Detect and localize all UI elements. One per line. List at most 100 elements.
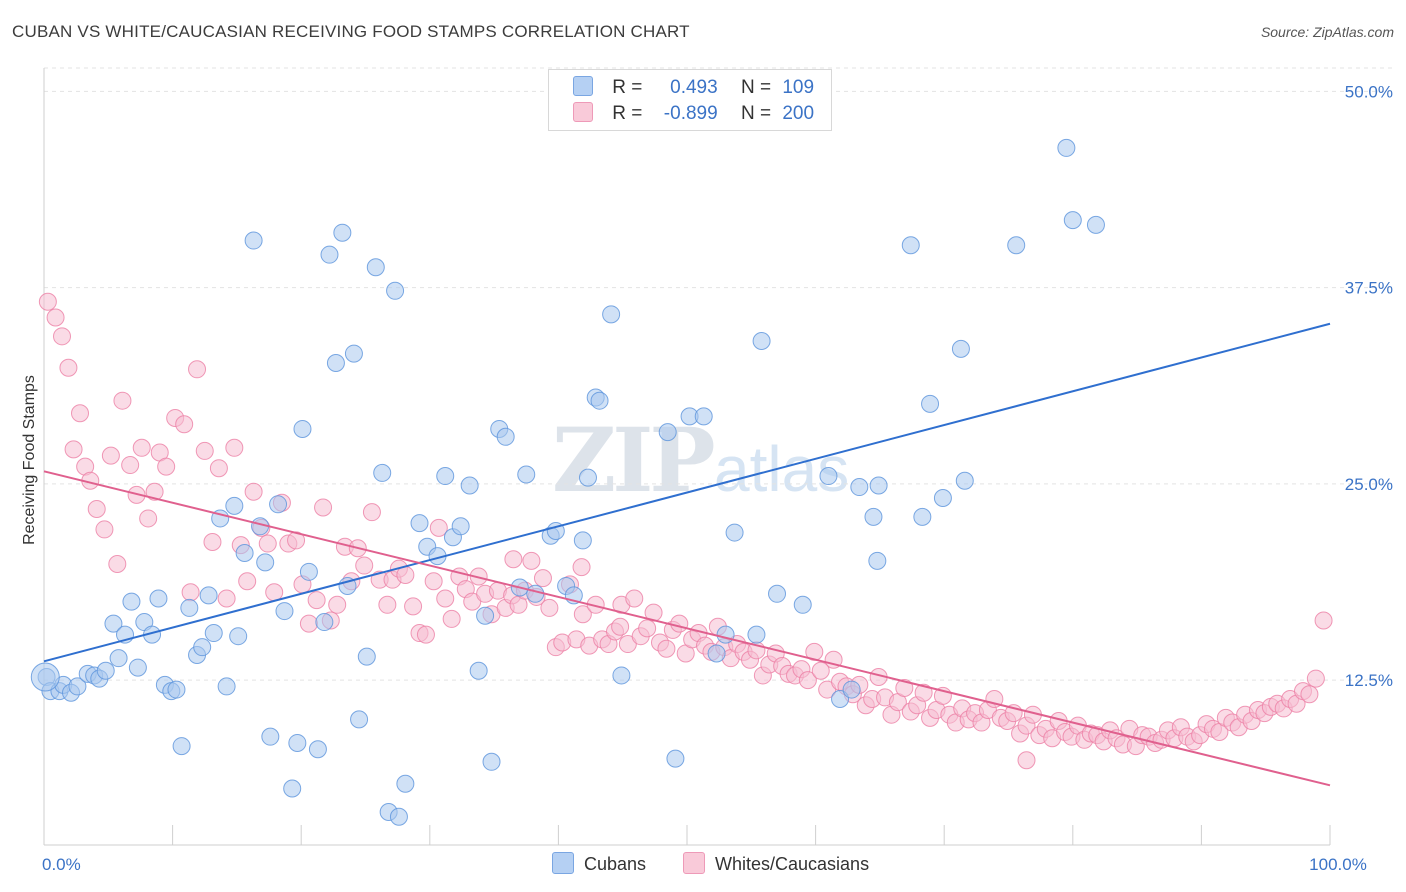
cuban-point [104, 614, 123, 633]
cuban-point [578, 468, 597, 487]
cuban-point [30, 662, 60, 692]
cuban-point [933, 489, 952, 508]
white-point [1017, 751, 1036, 770]
white-point [71, 404, 90, 423]
white-point [572, 558, 591, 577]
cuban-point [357, 647, 376, 666]
cuban-point [320, 245, 339, 264]
cuban-point [261, 727, 280, 746]
white-point [299, 614, 318, 633]
white-point [442, 609, 461, 628]
cuban-point [1063, 211, 1082, 230]
white-point [59, 358, 78, 377]
white-point [540, 598, 559, 617]
cuban-point [864, 507, 883, 526]
cuban-point [333, 223, 352, 242]
white-point [314, 498, 333, 517]
white-point [113, 391, 132, 410]
cuban-point [1086, 215, 1105, 234]
cuban-point [694, 407, 713, 426]
white-point [625, 589, 644, 608]
white-point [188, 360, 207, 379]
white-point [108, 554, 127, 573]
cuban-point [725, 523, 744, 542]
white-point [811, 661, 830, 680]
bottom-legend-cubans: Cubans [552, 852, 646, 875]
white-point [209, 459, 228, 478]
cuban-point [344, 344, 363, 363]
white-point [611, 617, 630, 636]
cuban-point [350, 710, 369, 729]
white-point [64, 440, 83, 459]
cuban-point [386, 281, 405, 300]
cuban-point [109, 649, 128, 668]
white-point [258, 534, 277, 553]
legend-r-label: R = [612, 77, 643, 98]
whites-points [38, 292, 1333, 770]
white-point [355, 556, 374, 575]
cubans-swatch-icon [573, 76, 593, 96]
cuban-point [396, 774, 415, 793]
white-point [573, 605, 592, 624]
cuban-point [901, 236, 920, 255]
cuban-point [1007, 236, 1026, 255]
white-point [95, 520, 114, 539]
white-point [362, 503, 381, 522]
cuban-point [921, 394, 940, 413]
cuban-point [476, 606, 495, 625]
legend-n-value: 200 [782, 103, 815, 124]
white-point [895, 679, 914, 697]
whites-legend-icon [683, 852, 705, 874]
white-point [638, 619, 657, 638]
x-tick-label: 0.0% [42, 855, 81, 874]
white-point [217, 589, 236, 608]
cuban-point [96, 661, 115, 680]
white-point [195, 441, 214, 460]
white-point [145, 482, 164, 501]
white-point [132, 438, 151, 457]
cuban-point [793, 595, 812, 614]
cuban-point [850, 478, 869, 497]
white-point [225, 438, 244, 457]
white-point [522, 551, 541, 570]
source-note: Source: ZipAtlas.com [1260, 24, 1394, 40]
cuban-point [410, 514, 429, 533]
white-point [657, 639, 676, 658]
cuban-point [436, 467, 455, 486]
white-point [1306, 669, 1325, 688]
cuban-point [172, 737, 191, 756]
correlation-legend: R = 0.493 N = 109 R = -0.899 N = 200 [548, 69, 832, 131]
cuban-point [217, 677, 236, 696]
x-tick-label: 100.0% [1309, 855, 1367, 874]
cuban-point [752, 332, 771, 351]
cuban-point [590, 391, 609, 410]
white-point [1314, 611, 1333, 630]
legend-n-label: N = [740, 77, 772, 98]
cuban-point [308, 740, 327, 759]
cuban-point [1057, 138, 1076, 157]
cuban-point [460, 476, 479, 495]
white-point [175, 415, 194, 434]
white-point [244, 482, 263, 501]
cuban-point [293, 419, 312, 438]
white-point [46, 308, 65, 327]
white-point [533, 569, 552, 588]
white-point [38, 292, 57, 311]
white-point [181, 583, 200, 602]
white-point [378, 595, 397, 614]
whites-trend-line [43, 470, 1331, 787]
white-point [914, 683, 933, 702]
cuban-point [199, 586, 218, 605]
cuban-point [768, 584, 787, 603]
cuban-point [269, 495, 288, 514]
cuban-point [299, 562, 318, 581]
cubans-trend-line [43, 322, 1331, 663]
cubans-legend-label: Cubans [584, 854, 647, 874]
white-point [798, 671, 817, 690]
watermark-zip: ZIP [552, 408, 716, 512]
legend-n-value: 109 [782, 77, 815, 98]
legend-r-value: 0.493 [670, 77, 718, 98]
cuban-point [235, 543, 254, 562]
cuban-point [167, 680, 186, 699]
cuban-point [256, 553, 275, 572]
